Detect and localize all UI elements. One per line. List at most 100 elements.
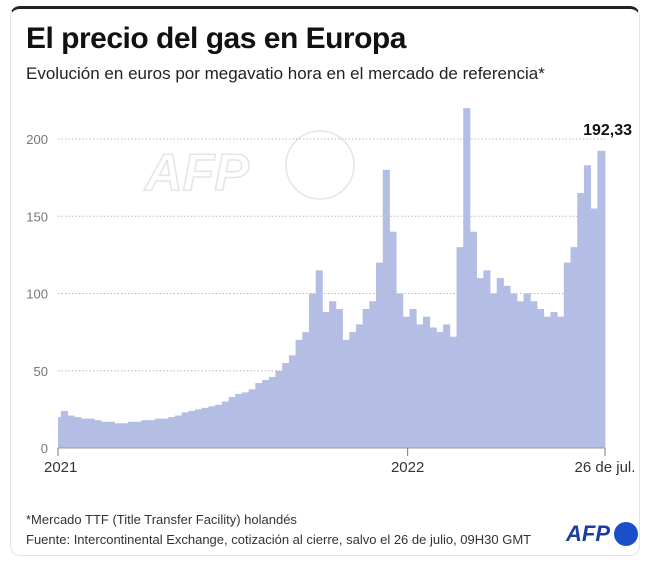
bar: [456, 247, 464, 448]
bar: [577, 193, 585, 448]
bar: [141, 420, 149, 448]
bar: [161, 418, 169, 448]
chart-title: El precio del gas en Europa: [26, 22, 406, 55]
bar: [101, 421, 109, 448]
bar: [530, 301, 538, 448]
bar: [550, 312, 558, 448]
bar: [107, 421, 115, 448]
bar: [516, 301, 524, 448]
bar: [181, 412, 189, 448]
bar: [570, 247, 578, 448]
bar: [235, 393, 243, 448]
bar: [288, 355, 296, 448]
bar: [168, 417, 176, 448]
bar: [416, 324, 424, 448]
bar: [503, 285, 511, 448]
watermark-circle: [285, 130, 355, 200]
bar: [483, 270, 491, 448]
bar: [268, 376, 276, 448]
watermark: AFP: [142, 130, 355, 203]
bar: [94, 420, 102, 448]
bar: [510, 293, 518, 448]
y-tick-label: 0: [41, 441, 48, 456]
bar: [349, 332, 357, 448]
bar: [282, 363, 290, 448]
bar: [563, 262, 571, 448]
bar: [536, 308, 545, 448]
bar: [597, 150, 606, 448]
chart-card: [10, 6, 640, 556]
bar: [248, 389, 256, 448]
bar: [275, 370, 283, 448]
bar: [490, 293, 498, 448]
bar: [154, 418, 162, 448]
x-tick-label: 2022: [391, 459, 424, 476]
bar: [496, 278, 504, 448]
x-tick-label: 26 de jul.: [575, 459, 636, 476]
bar: [114, 423, 122, 448]
afp-logo-dot: [614, 522, 638, 546]
bar: [523, 293, 531, 448]
bar: [315, 270, 323, 448]
bar: [228, 397, 236, 448]
bar: [308, 293, 317, 448]
bar: [376, 262, 384, 448]
bar: [389, 231, 397, 448]
bar: [382, 169, 390, 448]
bar: [241, 392, 250, 448]
bar: [80, 418, 89, 448]
bar: [87, 418, 95, 448]
bar: [402, 316, 410, 448]
bar: [443, 324, 451, 448]
bar: [449, 336, 457, 448]
bar: [174, 415, 182, 448]
y-tick-label: 100: [26, 287, 48, 302]
y-tick-label: 150: [26, 209, 48, 224]
last-value-label: 192,33: [583, 122, 632, 139]
bar: [543, 316, 551, 448]
bar: [369, 301, 377, 448]
bar: [355, 324, 364, 448]
bar: [221, 401, 229, 448]
bar: [396, 293, 404, 448]
bar: [362, 308, 370, 448]
bar: [134, 421, 142, 448]
watermark-text: AFP: [143, 144, 249, 202]
bar: [194, 409, 203, 448]
bar: [335, 308, 343, 448]
bar: [463, 108, 471, 448]
bar: [409, 308, 417, 448]
bar: [148, 420, 156, 448]
afp-logo: AFP: [566, 521, 610, 546]
bar: [436, 332, 444, 448]
bar: [74, 417, 82, 448]
bar: [476, 278, 484, 448]
bar: [302, 332, 310, 448]
bar: [557, 316, 565, 448]
bar: [422, 316, 431, 448]
bar: [429, 327, 437, 448]
bar: [188, 410, 196, 448]
x-tick-label: 2021: [44, 459, 77, 476]
bar: [67, 415, 75, 448]
source-note: Fuente: Intercontinental Exchange, cotiz…: [26, 532, 532, 547]
bar: [201, 407, 209, 448]
bar: [342, 339, 350, 448]
bar: [208, 406, 216, 448]
bar: [583, 165, 592, 448]
y-tick-label: 200: [26, 132, 48, 147]
bar: [329, 301, 337, 448]
chart-subtitle: Evolución en euros por megavatio hora en…: [26, 64, 545, 83]
bar: [295, 339, 303, 448]
bar: [322, 312, 330, 448]
bar: [262, 380, 270, 448]
bar: [58, 417, 62, 448]
bar: [255, 383, 263, 448]
bar: [121, 423, 129, 448]
footnote: *Mercado TTF (Title Transfer Facility) h…: [26, 512, 297, 527]
bar: [215, 404, 223, 448]
bar: [590, 208, 598, 448]
bar: [127, 421, 136, 448]
bar: [469, 231, 478, 448]
